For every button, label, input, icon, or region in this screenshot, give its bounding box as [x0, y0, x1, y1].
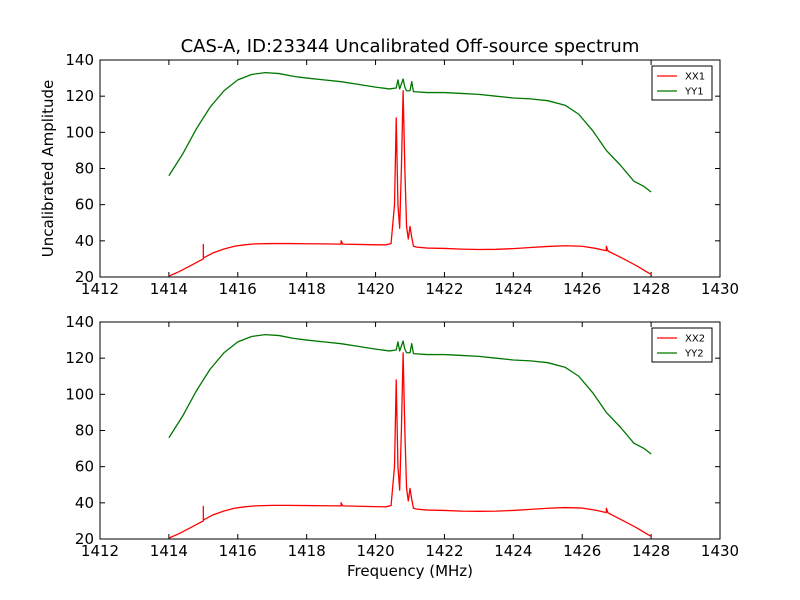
x-tick-label: 1422: [425, 280, 463, 298]
y-tick-label: 100: [65, 123, 94, 141]
legend-box: [651, 65, 713, 101]
x-tick-label: 1416: [219, 280, 257, 298]
chart-title: CAS-A, ID:23344 Uncalibrated Off-source …: [181, 36, 640, 57]
y-tick-label: 140: [65, 313, 94, 331]
x-tick-label: 1430: [701, 542, 739, 560]
x-tick-label: 1424: [494, 280, 532, 298]
y-tick-label: 60: [75, 458, 94, 476]
legend-label-yy2: YY2: [684, 349, 704, 360]
x-tick-label: 1424: [494, 542, 532, 560]
legend-label-xx1: XX1: [685, 72, 705, 83]
y-tick-label: 80: [75, 422, 94, 440]
y-tick-label: 120: [65, 87, 94, 105]
x-tick-label: 1414: [150, 280, 188, 298]
y-tick-label: 100: [65, 385, 94, 403]
x-tick-label: 1430: [701, 280, 739, 298]
chart-panel-2: 1412 1414 1416 1418 1420 1422 1424 1426 1428 1430…: [65, 313, 739, 580]
series-line-yy2: [168, 334, 652, 455]
y-tick-label: 60: [75, 196, 94, 214]
x-tick-label: 1420: [356, 542, 394, 560]
x-tick-label: 1422: [425, 542, 463, 560]
x-tick-label: 1428: [632, 280, 670, 298]
chart-panel-1: 1412 1414 1416 1418 1420 1422 1424 1426 1428 1430…: [39, 51, 739, 298]
y-tick-label: 120: [65, 349, 94, 367]
y-tick-label: 20: [75, 268, 94, 286]
panels: 1412 1414 1416 1418 1420 1422 1424 1426 1428 1430…: [39, 51, 739, 580]
x-tick-label: 1418: [288, 542, 326, 560]
y-tick-label: 80: [75, 160, 94, 178]
x-tick-label: 1412: [81, 280, 119, 298]
x-tick-label: 1416: [219, 542, 257, 560]
legend-label-yy1: YY1: [684, 87, 704, 98]
series-line-yy1: [168, 72, 652, 193]
x-tick-label: 1414: [150, 542, 188, 560]
y-tick-label: 40: [75, 494, 94, 512]
y-axis-title: Uncalibrated Amplitude: [39, 80, 57, 257]
series-line-xx1: [168, 90, 652, 277]
x-tick-label: 1428: [632, 542, 670, 560]
x-tick-label: 1420: [356, 280, 394, 298]
y-tick-label: 140: [65, 51, 94, 69]
y-tick-label: 20: [75, 530, 94, 548]
legend-box: [651, 327, 713, 363]
x-axis-title: Frequency (MHz): [347, 562, 473, 580]
x-tick-label: 1412: [81, 542, 119, 560]
series-line-xx2: [168, 352, 652, 539]
x-tick-label: 1426: [563, 542, 601, 560]
x-tick-label: 1426: [563, 280, 601, 298]
x-tick-label: 1418: [288, 280, 326, 298]
y-tick-label: 40: [75, 232, 94, 250]
legend-label-xx2: XX2: [685, 334, 705, 345]
